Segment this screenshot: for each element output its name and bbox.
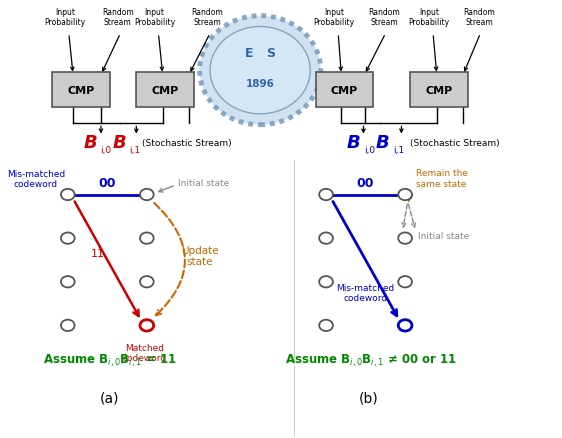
Text: i,1: i,1 — [129, 146, 140, 155]
FancyBboxPatch shape — [410, 73, 468, 108]
Text: Random
Stream: Random Stream — [368, 8, 400, 27]
Text: B: B — [347, 134, 361, 152]
Text: (Stochastic Stream): (Stochastic Stream) — [142, 138, 231, 147]
Text: B: B — [84, 134, 97, 152]
Text: Assume B$_{i,0}$B$_{i,1}$ = 11: Assume B$_{i,0}$B$_{i,1}$ = 11 — [43, 352, 177, 369]
Text: Random
Stream: Random Stream — [102, 8, 134, 27]
Text: Input
Probability: Input Probability — [44, 8, 85, 27]
Text: 00: 00 — [357, 177, 374, 189]
Circle shape — [61, 189, 75, 201]
Text: Random
Stream: Random Stream — [192, 8, 223, 27]
Circle shape — [140, 276, 153, 288]
Text: Input
Probability: Input Probability — [134, 8, 175, 27]
Circle shape — [61, 320, 75, 331]
Circle shape — [140, 233, 153, 244]
Text: B: B — [376, 134, 390, 152]
Text: (b): (b) — [359, 390, 378, 404]
Circle shape — [319, 233, 333, 244]
Text: Remain the
same state: Remain the same state — [416, 169, 468, 188]
Text: 00: 00 — [98, 177, 116, 189]
Ellipse shape — [200, 17, 321, 125]
Text: CMP: CMP — [331, 85, 358, 95]
Circle shape — [398, 276, 412, 288]
Text: Update
state: Update state — [181, 245, 219, 267]
Ellipse shape — [210, 28, 310, 115]
Circle shape — [319, 189, 333, 201]
Text: 11: 11 — [91, 249, 105, 259]
Circle shape — [319, 276, 333, 288]
Text: CMP: CMP — [152, 85, 179, 95]
Text: i,1: i,1 — [393, 146, 404, 155]
Text: CMP: CMP — [67, 85, 94, 95]
Text: Input
Probability: Input Probability — [314, 8, 355, 27]
Text: Mis-matched
codeword: Mis-matched codeword — [7, 169, 65, 188]
Text: Assume B$_{i,0}$B$_{i,1}$ ≠ 00 or 11: Assume B$_{i,0}$B$_{i,1}$ ≠ 00 or 11 — [285, 352, 457, 369]
Circle shape — [140, 189, 153, 201]
Text: CMP: CMP — [426, 85, 453, 95]
FancyBboxPatch shape — [315, 73, 374, 108]
Circle shape — [398, 320, 412, 331]
Text: Random
Stream: Random Stream — [463, 8, 495, 27]
Text: E: E — [246, 47, 254, 60]
FancyBboxPatch shape — [137, 73, 194, 108]
Text: Mis-matched
codeword: Mis-matched codeword — [337, 283, 395, 303]
FancyBboxPatch shape — [52, 73, 110, 108]
Text: Initial state: Initial state — [179, 178, 230, 187]
Circle shape — [398, 189, 412, 201]
Text: i,0: i,0 — [101, 146, 112, 155]
Circle shape — [319, 320, 333, 331]
Circle shape — [61, 276, 75, 288]
Text: i,0: i,0 — [364, 146, 375, 155]
Text: Matched
codeword: Matched codeword — [122, 343, 166, 362]
Circle shape — [61, 233, 75, 244]
Text: Initial state: Initial state — [418, 232, 469, 241]
Circle shape — [398, 233, 412, 244]
Text: (a): (a) — [100, 390, 120, 404]
Text: 1896: 1896 — [246, 79, 275, 89]
Text: (Stochastic Stream): (Stochastic Stream) — [410, 138, 500, 147]
Text: S: S — [266, 47, 275, 60]
Text: B: B — [112, 134, 126, 152]
Text: Input
Probability: Input Probability — [408, 8, 450, 27]
Circle shape — [140, 320, 153, 331]
